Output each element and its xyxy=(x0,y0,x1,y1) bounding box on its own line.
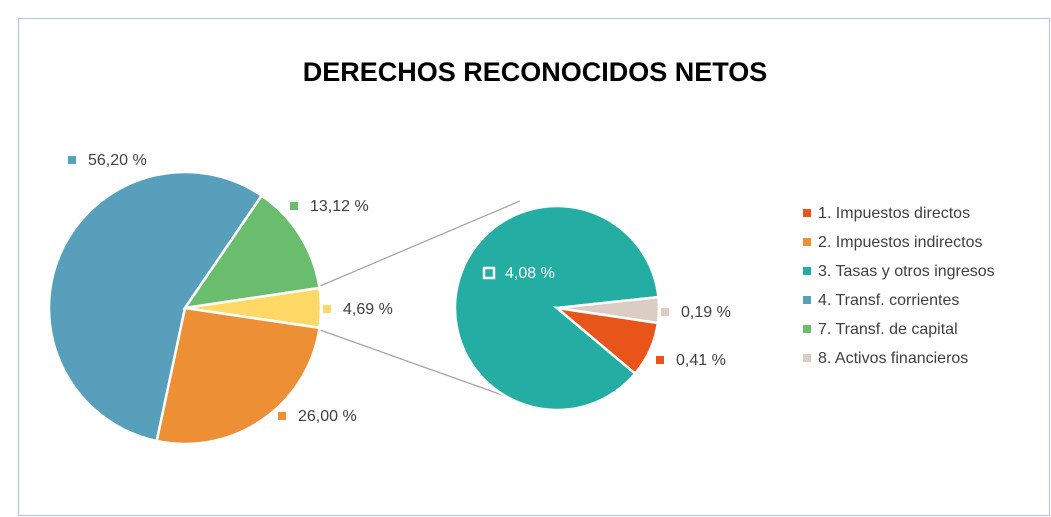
legend-label: 1. Impuestos directos xyxy=(818,205,970,222)
legend-swatch xyxy=(803,296,811,304)
data-label: 0,19 % xyxy=(681,304,731,321)
data-label: 13,12 % xyxy=(310,198,369,215)
legend-swatch xyxy=(803,354,811,362)
pie-slice xyxy=(552,306,660,376)
legend-label: 4. Transf. corrientes xyxy=(818,292,959,309)
legend-swatch xyxy=(803,209,811,217)
label-marker xyxy=(656,356,664,364)
data-label: 56,20 % xyxy=(88,152,147,169)
pie-slice xyxy=(155,306,321,446)
label-marker xyxy=(482,266,496,280)
chart-title: DERECHOS RECONOCIDOS NETOS xyxy=(303,57,768,87)
legend-swatch xyxy=(803,325,811,333)
data-label: 26,00 % xyxy=(298,408,357,425)
legend-label: 8. Activos financieros xyxy=(818,350,968,367)
legend-swatch xyxy=(803,267,811,275)
data-label: 0,41 % xyxy=(676,352,726,369)
connector-line xyxy=(319,329,506,397)
data-label: 4,08 % xyxy=(505,265,555,282)
legend-label: 2. Impuestos indirectos xyxy=(818,234,983,251)
connector-line xyxy=(319,200,521,287)
pie-slice xyxy=(47,170,264,443)
label-marker xyxy=(290,202,298,210)
legend-label: 7. Transf. de capital xyxy=(818,321,958,338)
label-marker xyxy=(278,412,286,420)
pie-slice xyxy=(182,193,321,310)
data-label: 4,69 % xyxy=(343,301,393,318)
legend-swatch xyxy=(803,238,811,246)
label-marker xyxy=(323,305,331,313)
legend-label: 3. Tasas y otros ingresos xyxy=(818,263,995,280)
label-marker xyxy=(68,156,76,164)
label-marker xyxy=(661,308,669,316)
